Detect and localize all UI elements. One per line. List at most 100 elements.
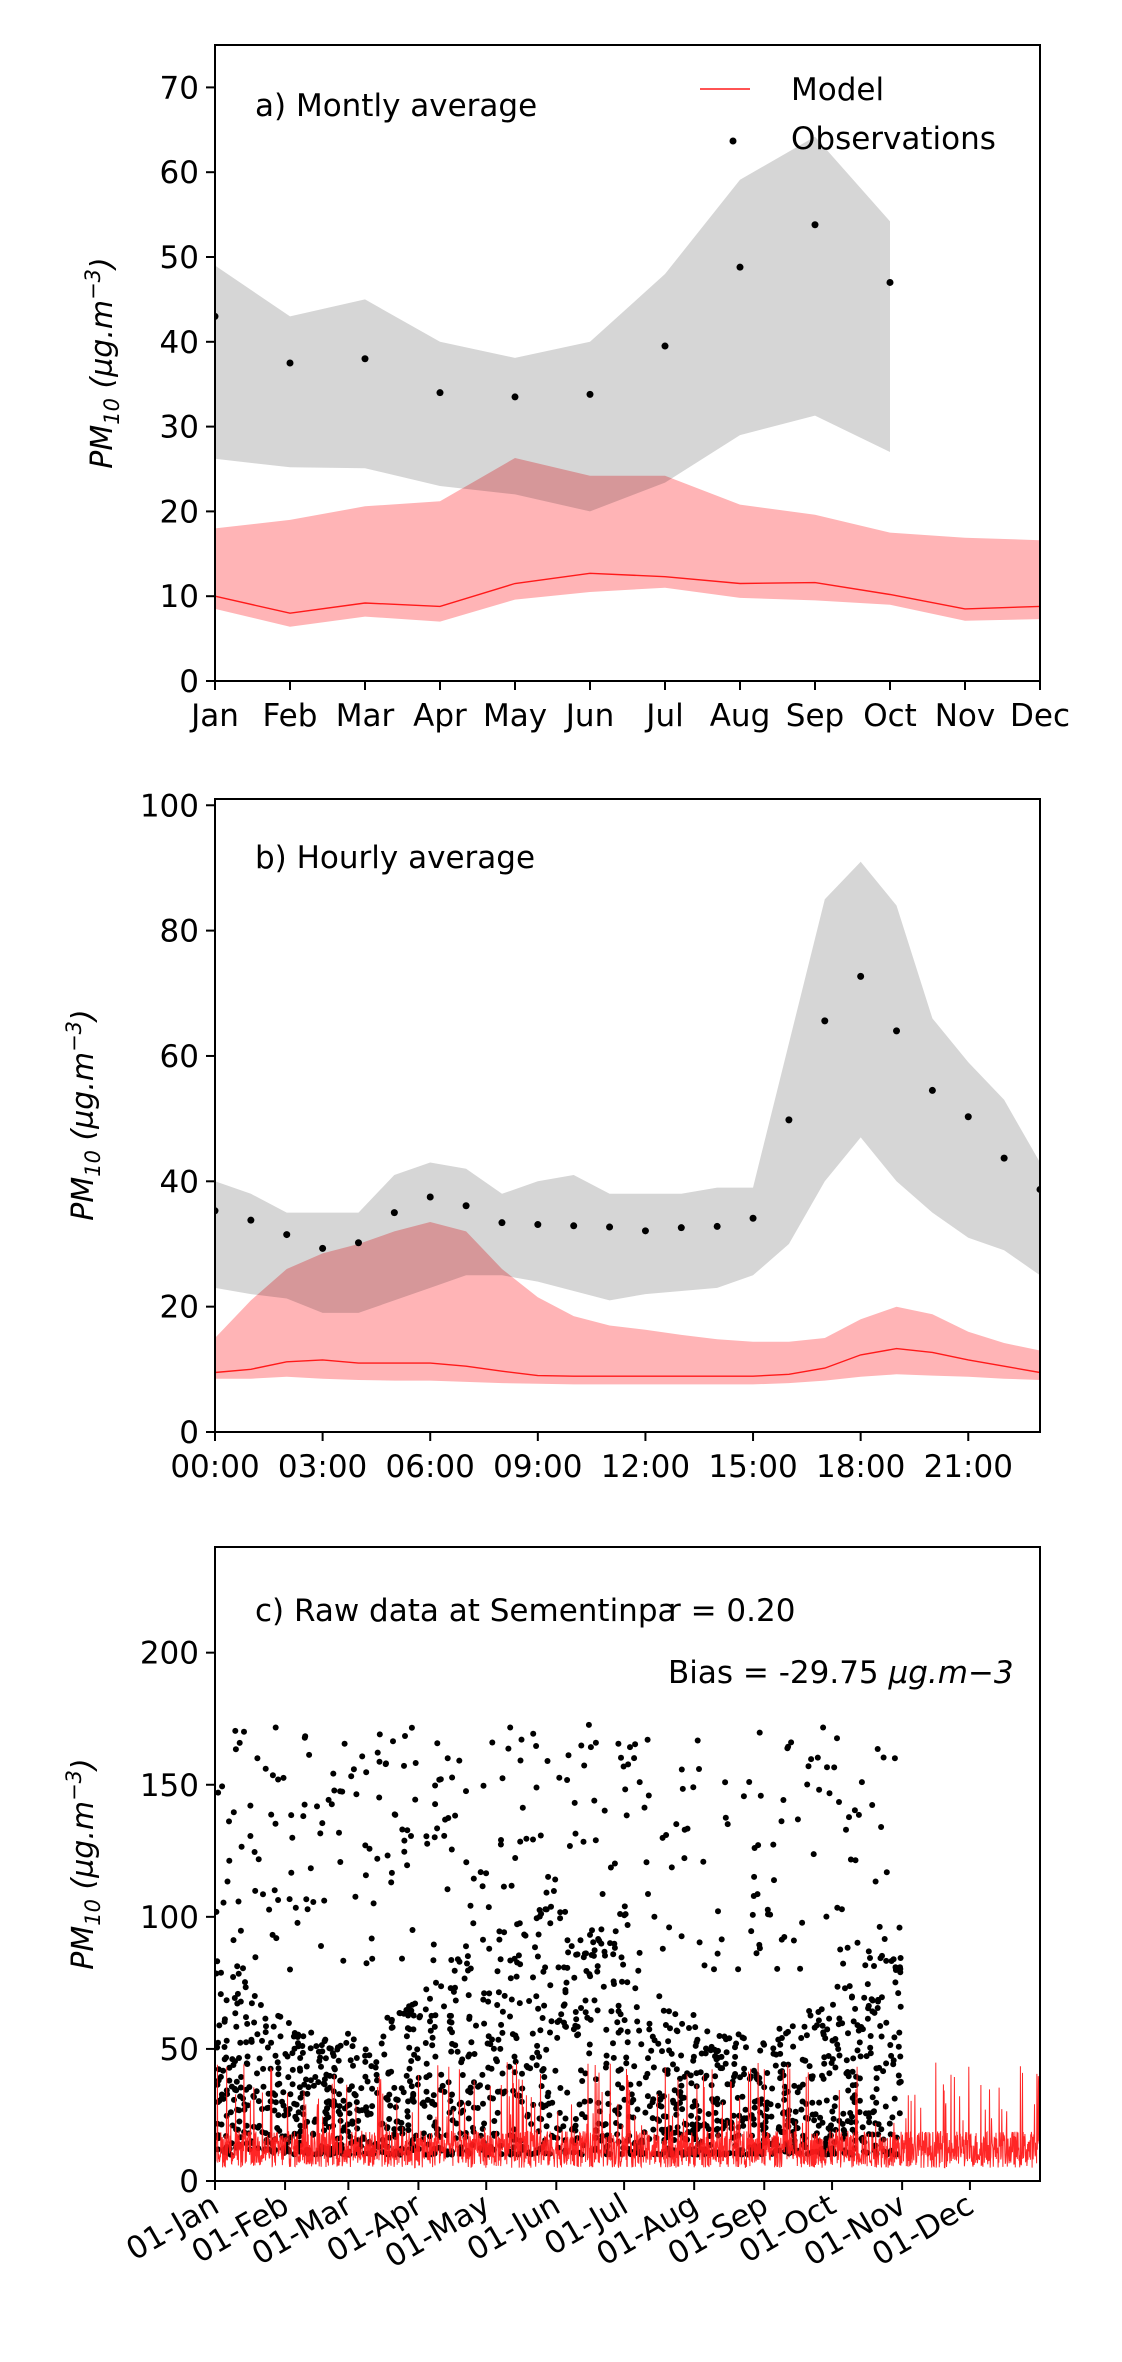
observation-point [275,2112,282,2119]
observation-point [577,1937,584,1944]
observation-point [423,1986,430,1993]
observation-point [410,2090,417,2097]
observation-point [891,1755,898,1762]
observation-point [276,2080,283,2087]
observation-point [422,2006,429,2013]
observation-point [286,2106,293,2112]
observation-point [392,2104,399,2111]
observation-point [798,2035,805,2041]
observation-point [867,2033,874,2039]
observation-point [775,2102,781,2109]
observation-point [262,2130,269,2137]
observation-point [303,2063,310,2070]
observation-point [610,2040,616,2047]
observation-point [728,2082,735,2089]
observation-point [557,1915,564,1922]
observation-point [587,1744,594,1751]
observation-point [321,1897,328,1904]
observation-point [883,2019,890,2026]
observation-point [634,2018,641,2025]
observation-point [794,2089,801,2096]
observation-point [645,1891,651,1897]
observation-point [521,1931,528,1938]
observation-point [857,2053,864,2060]
observation-point [895,2043,902,2050]
observation-point [512,2058,519,2065]
observation-point [388,2018,395,2025]
observation-point [690,1784,697,1791]
observation-point [739,2093,746,2100]
observation-point [351,2091,358,2097]
observation-point [869,2008,876,2015]
observation-point [615,2081,622,2088]
observation-point [824,1764,830,1771]
observation-point [406,2026,413,2033]
observation-point [431,2023,438,2030]
observation-point [614,2019,621,2026]
observation-point [848,1994,855,2001]
observation-point [876,2064,883,2071]
observation-point [228,2083,235,2090]
observation-point [594,1968,601,1975]
observation-point [774,1965,781,1972]
observation-point [789,2023,796,2030]
observation-point [483,1870,490,1877]
observation-point [346,2101,353,2108]
observation-point [796,2084,803,2091]
observation-point [289,2081,296,2088]
x-tick-label: Sep [786,698,844,734]
observation-point [853,2073,860,2080]
observation-point [878,2033,885,2040]
observation-point [644,2070,651,2077]
observation-point [252,1887,259,1894]
observation-point [414,2046,421,2053]
x-tick-label: 03:00 [278,1449,367,1485]
observation-point [461,1975,468,1982]
observation-point [331,1787,338,1794]
raw-axes-frame [214,1546,1041,2182]
observation-point [467,2089,474,2096]
observation-point [381,2051,388,2058]
observation-point [215,1789,222,1796]
observation-point [215,2077,222,2084]
observation-point [622,1786,629,1793]
observation-point [498,2021,505,2028]
observation-point [376,1758,383,1765]
observation-point [404,2113,411,2120]
monthly-series-layer [215,136,1040,627]
observation-point [336,1829,342,1836]
observation-point [815,2122,822,2129]
observation-point [373,2071,380,2078]
observation-point [617,1911,624,1917]
observation-point [895,2072,902,2079]
observation-point [888,2052,895,2059]
observation-point [710,2099,717,2105]
observation-point [397,2125,404,2132]
observation-point [353,2099,360,2106]
observation-point [391,2126,398,2133]
observation-point [807,2012,814,2019]
observation-point [244,2053,251,2060]
observation-point [644,2093,651,2100]
observation-point [358,2085,365,2092]
observation-point [678,2082,685,2089]
observation-point [665,2038,672,2045]
model-line [215,572,1040,614]
observation-point [544,1758,551,1764]
observation-point [757,1792,764,1799]
observation-point [704,2028,711,2035]
observation-point [758,2096,765,2103]
observation-point [768,2113,775,2120]
observation-point [805,1763,812,1770]
observation-point [464,1960,470,1967]
observation-point [448,1846,455,1853]
observation-point [690,2012,697,2018]
observation-point [864,1981,871,1988]
observation-point [892,1979,899,1986]
observation-point [390,1738,396,1745]
observation-point [308,2029,315,2036]
observation-point [802,2057,809,2064]
observation-point [771,1877,777,1884]
observation-point [825,2053,832,2059]
y-tick-label: 20 [160,494,199,530]
